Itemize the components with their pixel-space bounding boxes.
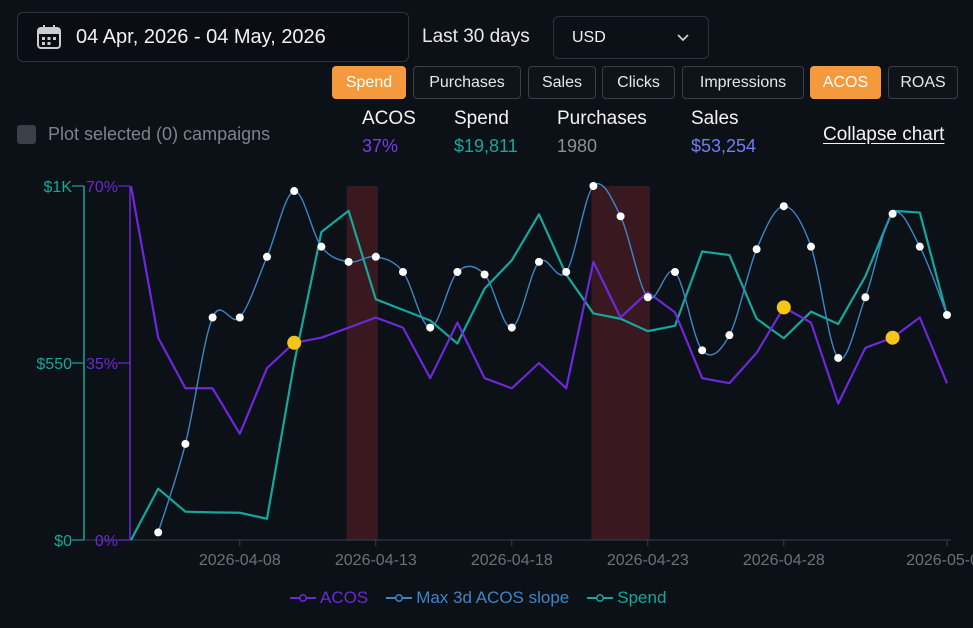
x-tick-label: 2026-04-18 — [471, 552, 553, 569]
slope-data-point — [181, 439, 190, 448]
acos-tick-label: 0% — [95, 533, 118, 550]
slope-data-point — [915, 242, 924, 251]
calendar-icon — [37, 25, 61, 49]
legend-item-slope[interactable]: Max 3d ACOS slope — [386, 588, 569, 608]
slope-data-point — [671, 267, 679, 276]
slope-data-point — [535, 257, 543, 266]
slope-data-point — [807, 242, 815, 251]
currency-select[interactable]: USD — [553, 16, 709, 59]
x-tick-label: 2026-04-13 — [335, 552, 417, 569]
acos-tick-label: 35% — [86, 356, 118, 373]
metric-button-acos[interactable]: ACOS — [810, 66, 881, 99]
kpi-value: $19,811 — [454, 136, 518, 156]
series-line-max-3d-acos-slope — [157, 183, 948, 533]
kpi-value: 37% — [362, 136, 399, 156]
slope-data-point — [725, 331, 734, 340]
highlight-marker — [287, 335, 302, 350]
slope-data-point — [208, 313, 217, 322]
kpi-value: 1980 — [557, 136, 598, 156]
collapse-chart-link[interactable]: Collapse chart — [823, 124, 945, 145]
legend-item-spend[interactable]: Spend — [587, 588, 666, 608]
slope-data-point — [752, 245, 761, 254]
slope-data-point — [888, 209, 897, 218]
spend-tick-label: $0 — [54, 533, 72, 550]
slope-data-point — [943, 310, 951, 319]
slope-data-point — [643, 293, 652, 302]
slope-data-point — [426, 323, 435, 332]
kpi-spend: Spend $19,811 — [454, 108, 518, 157]
series-line-acos — [129, 185, 949, 435]
kpi-label: Sales — [691, 108, 739, 129]
kpi-acos: ACOS 37% — [362, 108, 416, 157]
slope-data-point — [235, 313, 244, 322]
slope-data-point — [154, 528, 163, 537]
preset-label[interactable]: Last 30 days — [422, 26, 530, 47]
chevron-down-icon — [677, 33, 689, 41]
slope-data-point — [263, 252, 271, 261]
kpi-value: $53,254 — [691, 136, 757, 156]
currency-value: USD — [572, 28, 606, 46]
legend-label: Spend — [617, 588, 667, 607]
highlight-band — [591, 186, 650, 540]
kpi-label: ACOS — [362, 108, 416, 129]
legend-label: ACOS — [320, 588, 369, 607]
metric-button-roas[interactable]: ROAS — [888, 66, 958, 99]
slope-data-point — [834, 353, 843, 362]
metric-button-clicks[interactable]: Clicks — [602, 66, 675, 99]
slope-data-point — [616, 212, 625, 221]
x-tick-label: 2026-04-28 — [743, 552, 825, 569]
date-range-text: 04 Apr, 2026 - 04 May, 2026 — [76, 25, 326, 48]
slope-data-point — [698, 346, 707, 355]
legend-label: Max 3d ACOS slope — [416, 588, 570, 607]
legend-swatch-slope — [386, 594, 413, 602]
metric-button-sales[interactable]: Sales — [528, 66, 596, 99]
slope-data-point — [453, 267, 462, 276]
slope-data-point — [371, 252, 380, 261]
metric-button-purchases[interactable]: Purchases — [413, 66, 521, 99]
highlight-marker — [885, 330, 900, 345]
acos-tick-label: 70% — [86, 179, 118, 196]
metric-button-impressions[interactable]: Impressions — [682, 66, 804, 99]
highlight-band — [346, 186, 378, 540]
kpi-label: Purchases — [557, 108, 647, 129]
slope-data-point — [589, 182, 598, 190]
spend-tick-label: $550 — [36, 356, 72, 373]
slope-data-point — [507, 323, 516, 332]
date-range-picker[interactable]: 04 Apr, 2026 - 04 May, 2026 — [17, 12, 409, 62]
performance-chart: $0 0% $550 35% $1K 70% 2026-04-08 2026-04-13 202… — [36, 179, 973, 569]
legend-swatch-acos — [290, 594, 316, 602]
slope-data-point — [562, 267, 571, 276]
kpi-purchases: Purchases 1980 — [557, 108, 647, 157]
highlight-marker — [776, 300, 791, 315]
slope-data-point — [344, 257, 353, 266]
slope-data-point — [399, 267, 407, 276]
x-tick-label: 2026-04-23 — [607, 552, 689, 569]
slope-data-point — [317, 242, 326, 251]
spend-tick-label: $1K — [44, 179, 73, 196]
series-line-spend — [130, 209, 949, 541]
plot-selected-checkbox[interactable] — [17, 125, 36, 144]
plot-selected-toggle[interactable]: Plot selected (0) campaigns — [17, 124, 270, 145]
legend-swatch-spend — [587, 594, 614, 602]
x-tick-label: 2026-04-08 — [199, 552, 281, 569]
legend-item-acos[interactable]: ACOS — [290, 588, 368, 608]
x-tick-label: 2026-05-04 — [906, 552, 973, 569]
slope-data-point — [779, 202, 788, 211]
slope-data-point — [861, 293, 870, 302]
kpi-label: Spend — [454, 108, 509, 129]
slope-data-point — [290, 187, 299, 196]
plot-selected-label: Plot selected (0) campaigns — [48, 124, 271, 144]
slope-data-point — [480, 270, 489, 279]
kpi-sales: Sales $53,254 — [691, 108, 756, 157]
metric-button-spend[interactable]: Spend — [332, 66, 406, 99]
chart-legend: ACOS Max 3d ACOS slope Spend — [290, 588, 666, 608]
